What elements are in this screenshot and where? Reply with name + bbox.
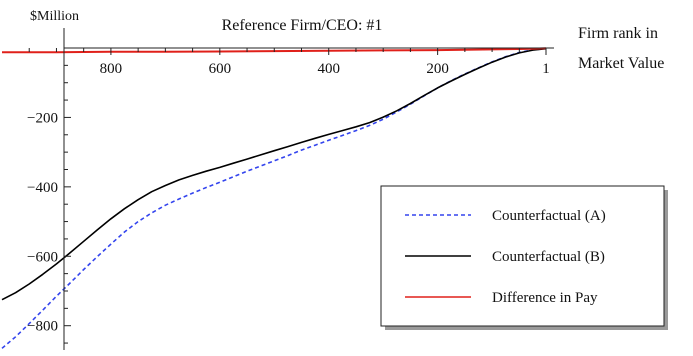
x-tick-label: 200 — [426, 61, 449, 77]
legend-label: Counterfactual (A) — [492, 208, 606, 224]
y-tick-label: −600 — [27, 249, 58, 265]
x-tick-label: 1 — [542, 61, 550, 77]
axis-ticks — [28, 48, 547, 344]
x-tick-label: 400 — [317, 61, 340, 77]
y-tick-label: −400 — [27, 180, 58, 196]
y-tick-label: −800 — [27, 319, 58, 335]
legend: Counterfactual (A) Counterfactual (B) Diff… — [380, 185, 668, 330]
chart-title: Reference Firm/CEO: #1 — [222, 17, 383, 34]
x-axis-label-line-1: Firm rank in — [578, 25, 658, 42]
legend-label: Counterfactual (B) — [492, 249, 605, 265]
legend-label: Difference in Pay — [492, 290, 598, 306]
y-tick-label: −200 — [27, 110, 58, 126]
x-tick-label: 800 — [100, 61, 123, 77]
axis-tick-labels: −200 −400 −600 −800 800 600 400 200 1 — [27, 61, 550, 335]
x-axis-label-line-2: Market Value — [578, 55, 664, 72]
y-axis-label: $Million — [30, 9, 79, 24]
x-tick-label: 600 — [209, 61, 232, 77]
series-line-counterfactual-b — [1, 47, 547, 301]
